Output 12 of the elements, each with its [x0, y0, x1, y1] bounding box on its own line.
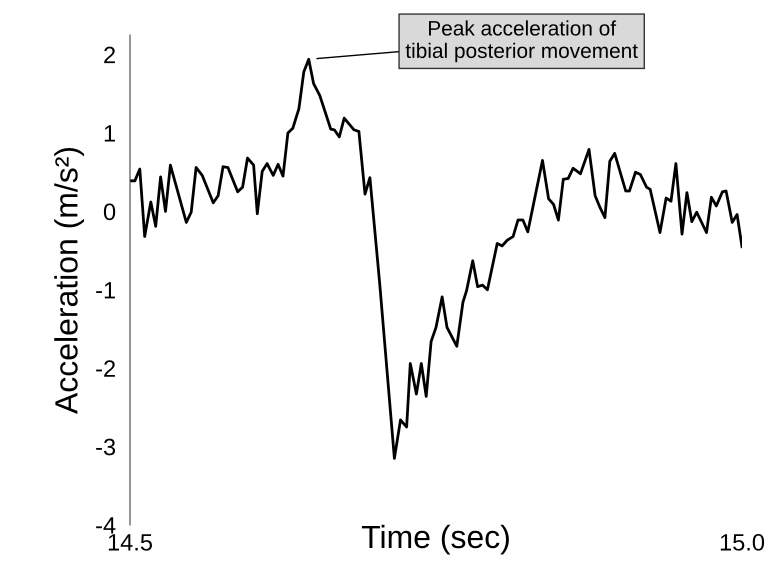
y-tick-label: -2 — [96, 360, 115, 377]
y-tick-label: -3 — [96, 438, 116, 456]
x-tick-label: 14.5 — [108, 534, 152, 551]
y-tick-label: 2 — [104, 46, 115, 64]
y-tick-label: -4 — [96, 517, 116, 534]
x-tick-label: 15.0 — [720, 534, 764, 551]
y-tick-label: 1 — [104, 125, 115, 142]
annotation: Peak acceleration of tibial posterior movement — [406, 20, 638, 62]
y-tick-label: -1 — [96, 282, 115, 298]
x-axis-title: Time (sec) — [362, 524, 509, 555]
y-tick-label: 0 — [104, 203, 116, 220]
y-axis-title: Acceleration (m/s²) — [54, 148, 84, 414]
